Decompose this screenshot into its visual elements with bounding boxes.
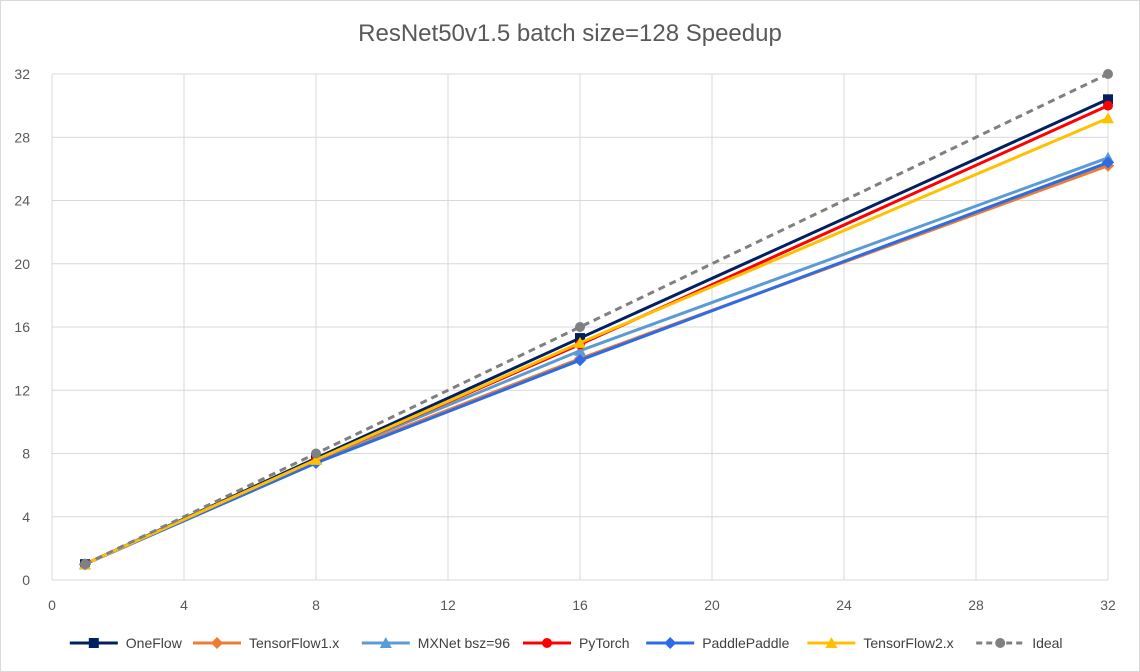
series-ideal [80,69,1113,570]
legend-marker [542,638,552,648]
y-tick-label: 4 [22,509,30,525]
legend-label: OneFlow [126,635,183,651]
series-mxnet-bsz-96 [79,151,1114,570]
x-tick-label: 16 [572,597,588,613]
series-line [84,72,1109,566]
x-tick-label: 32 [1100,597,1116,613]
series-tensorflow2-x [79,112,1114,570]
y-tick-label: 0 [22,572,30,588]
legend-item: Ideal [976,635,1063,651]
legend-marker [379,637,392,648]
data-point [80,559,90,570]
legend-marker [664,637,677,649]
data-point [574,354,586,367]
data-point [1103,100,1113,111]
series-layer [79,69,1114,571]
y-tick-label: 32 [14,66,30,82]
legend-item: OneFlow [69,635,183,651]
x-tick-label: 4 [180,597,188,613]
legend-item: TensorFlow2.x [807,635,954,651]
y-tick-label: 8 [22,446,30,462]
y-tick-label: 12 [14,382,30,398]
data-point [575,322,585,332]
series-paddlepaddle [79,156,1114,571]
legend-label: MXNet bsz=96 [418,635,510,651]
y-tick-label: 28 [14,129,30,145]
legend-item: MXNet bsz=96 [361,635,510,651]
x-tick-label: 12 [440,597,456,613]
data-point [574,336,586,348]
grid-layer [51,73,1109,581]
data-point [574,344,586,356]
data-point [310,453,322,465]
data-point [1102,112,1114,124]
legend-label: TensorFlow2.x [863,635,953,651]
data-point [1103,69,1113,79]
y-tick-label: 16 [14,319,30,335]
x-tick-label: 8 [312,597,320,613]
axis-layer: 0 4 8 12 16 20 24 28 32 0 4 8 12 16 20 24 28 32 [14,66,1116,613]
legend-label: PyTorch [579,635,630,651]
legend-marker [211,637,223,649]
legend-label: Ideal [1032,635,1062,651]
legend-item: PyTorch [523,635,630,651]
x-tick-label: 20 [704,597,720,613]
series-line [84,164,1109,566]
legend-marker [88,638,99,648]
series-line [84,116,1109,566]
y-tick-label: 24 [14,193,30,209]
legend-item: TensorFlow1.x [193,635,339,651]
x-tick-label: 28 [968,597,984,613]
x-tick-label: 0 [48,597,56,613]
chart-title: ResNet50v1.5 batch size=128 Speedup [358,20,782,47]
legend-label: PaddlePaddle [702,635,789,651]
legend-layer: OneFlow TensorFlow1.x MXNet bsz=96 PyTorch P… [69,635,1063,651]
legend-item: PaddlePaddle [646,635,790,651]
legend-marker [995,638,1006,648]
legend-marker [825,637,838,648]
data-point [1103,94,1113,105]
data-point [311,448,321,459]
legend-label: TensorFlow1.x [249,635,339,651]
data-point [1102,156,1114,169]
series-tensorflow1-x [79,159,1114,571]
x-tick-label: 24 [836,597,852,613]
y-tick-label: 20 [14,256,30,272]
